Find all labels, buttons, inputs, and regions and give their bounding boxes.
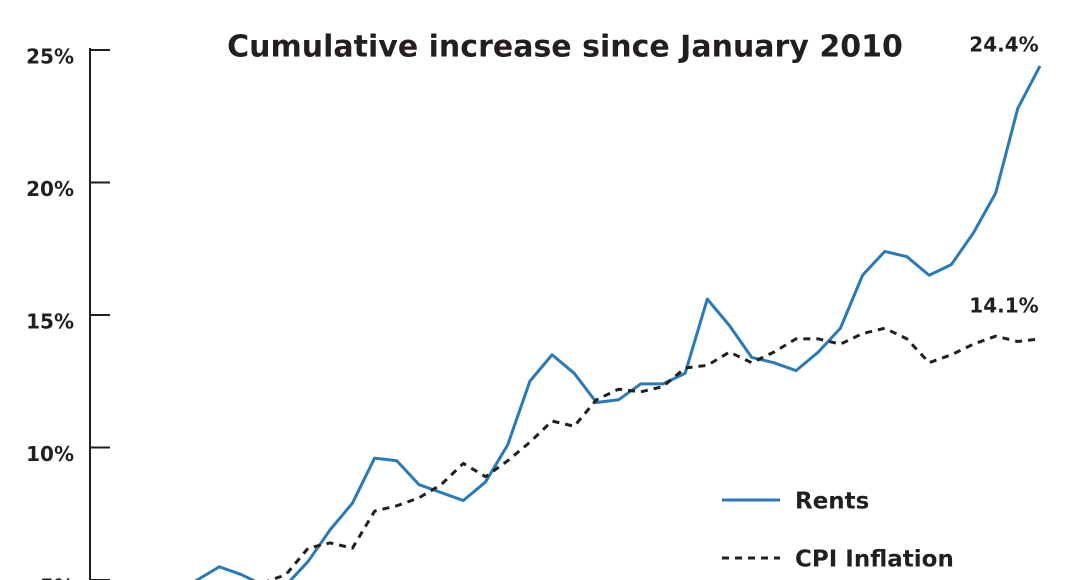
- plot-area: [194, 65, 1042, 580]
- legend-label: Rents: [795, 489, 869, 515]
- y-tick-label: 10%: [26, 442, 74, 466]
- chart-title: Cumulative increase since January 2010: [227, 30, 903, 65]
- legend-label: CPI Inflation: [795, 547, 954, 573]
- end-label: 24.4%: [969, 32, 1038, 56]
- y-tick-label: 15%: [26, 310, 74, 334]
- series-line: [194, 65, 1042, 580]
- y-tick-label: 25%: [26, 45, 74, 69]
- y-tick-label: 20%: [26, 177, 74, 201]
- end-label: 14.1%: [969, 293, 1038, 317]
- y-tick-label: 5%: [40, 575, 74, 580]
- series-line: [266, 326, 1041, 580]
